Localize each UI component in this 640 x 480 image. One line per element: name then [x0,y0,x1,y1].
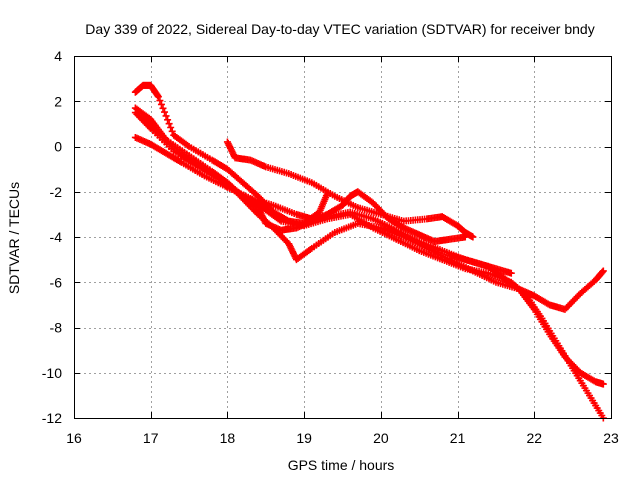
chart-title: Day 339 of 2022, Sidereal Day-to-day VTE… [85,21,594,37]
data-point [469,233,477,241]
grid-lines [74,56,611,418]
y-tick-label: 4 [54,48,62,64]
data-point [156,97,164,105]
x-tick-label: 20 [373,430,389,446]
x-tick-label: 17 [143,430,159,446]
y-tick-label: 0 [54,139,62,155]
y-tick-label: -12 [42,410,62,426]
y-tick-label: -10 [42,365,62,381]
x-tick-label: 19 [296,430,312,446]
data-point [161,108,169,116]
series-track-4 [131,109,607,388]
axis-ticks [74,56,612,419]
y-tick-label: -8 [50,320,63,336]
data-point [168,127,176,135]
tick-labels: 16 17 18 19 20 21 22 23 -12 -10 -8 -6 -4 -2 0 2 4 [42,48,619,446]
data-point [599,380,607,388]
data-point [165,120,173,128]
y-tick-label: 2 [54,93,62,109]
data-point [154,93,162,101]
data-point [507,269,515,277]
series-track-3 [131,133,607,422]
x-tick-label: 18 [220,430,236,446]
x-tick-label: 23 [603,430,619,446]
series-track-5 [139,113,607,313]
x-tick-label: 21 [450,430,466,446]
data-points [131,81,607,422]
data-point [167,123,175,131]
data-point [159,104,167,112]
data-point [162,112,170,120]
y-tick-label: -6 [50,274,63,290]
y-tick-label: -2 [50,184,63,200]
y-axis-label: SDTVAR / TECUs [6,182,22,294]
x-tick-label: 16 [66,430,82,446]
data-point [599,267,607,275]
series-track-7 [446,251,515,277]
series-track-6 [223,138,477,241]
y-tick-label: -4 [50,229,63,245]
data-point [164,116,172,124]
x-axis-label: GPS time / hours [288,457,395,473]
data-point [157,100,165,108]
x-tick-label: 22 [526,430,542,446]
